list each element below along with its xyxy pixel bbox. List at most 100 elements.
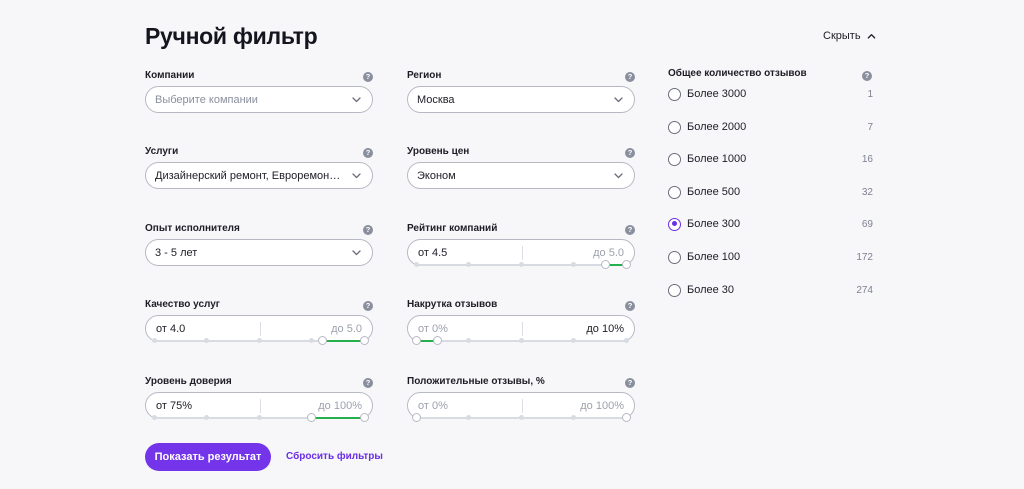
range-to-value[interactable]: до 5.0 [331,323,362,335]
option-count: 1 [867,88,873,100]
radio-button[interactable] [668,87,681,101]
chevron-up-icon [867,33,875,39]
help-icon[interactable]: ? [363,225,373,235]
option-count: 16 [861,153,873,165]
chevron-down-icon [352,173,361,179]
slider-tick [413,262,419,267]
help-icon[interactable]: ? [363,301,373,311]
slider-handle-max[interactable] [621,413,631,422]
range-divider [522,322,523,336]
hide-label: Скрыть [823,30,861,42]
range-divider [522,246,523,260]
company-rating-label: Рейтинг компаний [407,223,498,234]
option-count: 7 [867,121,873,133]
companies-select[interactable]: Выберите компании [145,86,373,113]
range-from-value[interactable]: от 75% [156,400,192,412]
review-count-option[interactable]: Более 30 274 [668,282,873,298]
reset-filters-link[interactable]: Сбросить фильтры [286,451,383,462]
range-slider-track[interactable] [413,260,631,269]
range-slider-track[interactable] [151,413,369,422]
review-count-option[interactable]: Более 1000 16 [668,151,873,167]
slider-tick [309,338,314,343]
service-quality-range: от 4.0 до 5.0 [145,315,373,345]
slider-tick [571,262,576,267]
help-icon[interactable]: ? [363,72,373,82]
slider-handle-min[interactable] [600,260,610,269]
range-to-value[interactable]: до 10% [586,323,624,335]
slider-tick [571,338,576,343]
chevron-down-icon [614,173,623,179]
slider-fill [311,417,364,419]
range-slider-track[interactable] [151,336,369,345]
review-count-option[interactable]: Более 500 32 [668,184,873,200]
slider-handle-max[interactable] [359,336,369,345]
range-to-value[interactable]: до 100% [318,400,362,412]
chevron-down-icon [614,97,623,103]
region-select[interactable]: Москва [407,86,635,113]
option-label: Более 2000 [687,121,747,133]
range-from-value[interactable]: от 4.5 [418,247,448,259]
option-count: 172 [856,251,873,263]
slider-handle-max[interactable] [621,260,631,269]
slider-tick [466,415,471,420]
slider-tick [571,415,576,420]
radio-button[interactable] [668,152,681,166]
help-icon[interactable]: ? [363,148,373,158]
range-to-value[interactable]: до 100% [580,400,624,412]
slider-tick [518,262,524,267]
radio-button[interactable] [668,250,681,264]
slider-handle-min[interactable] [307,413,316,422]
chevron-down-icon [352,250,361,256]
slider-handle-max[interactable] [432,336,442,345]
companies-placeholder: Выберите компании [155,93,258,106]
price-level-select[interactable]: Эконом [407,162,635,189]
help-icon[interactable]: ? [625,301,635,311]
region-value: Москва [417,93,455,106]
slider-fill [605,264,626,266]
help-icon[interactable]: ? [862,71,872,81]
review-count-option[interactable]: Более 2000 7 [668,119,873,135]
range-from-value[interactable]: от 0% [418,323,448,335]
range-slider-track[interactable] [411,336,629,345]
review-boost-label: Накрутка отзывов [407,299,498,310]
companies-label: Компании [145,70,195,81]
review-count-option[interactable]: Более 300 69 [668,216,873,232]
hide-filters-toggle[interactable]: Скрыть [823,30,876,42]
review-count-option[interactable]: Более 3000 1 [668,86,873,102]
show-results-button[interactable]: Показать результат [145,443,271,471]
review-count-option[interactable]: Более 100 172 [668,249,873,265]
slider-tick [466,262,471,267]
slider-tick [256,338,262,343]
range-divider [522,399,523,413]
services-select[interactable]: Дизайнерский ремонт, Евроремонт, Капитал… [145,162,373,189]
help-icon[interactable]: ? [625,72,635,82]
option-label: Более 500 [687,186,741,198]
slider-handle-max[interactable] [359,413,369,422]
slider-handle-min[interactable] [411,413,421,422]
slider-tick [256,415,262,420]
help-icon[interactable]: ? [363,378,373,388]
option-count: 69 [861,218,873,230]
slider-handle-min[interactable] [411,336,421,345]
radio-button[interactable] [668,217,681,231]
slider-tick [151,415,157,420]
help-icon[interactable]: ? [625,225,635,235]
radio-button[interactable] [668,120,681,134]
review-count-label: Общее количество отзывов [668,68,807,79]
help-icon[interactable]: ? [625,148,635,158]
range-divider [260,322,261,336]
range-slider-track[interactable] [411,413,631,422]
slider-handle-min[interactable] [317,336,327,345]
trust-level-range: от 75% до 100% [145,392,373,422]
range-from-value[interactable]: от 0% [418,400,448,412]
option-label: Более 300 [687,218,741,230]
range-to-value[interactable]: до 5.0 [593,247,624,259]
radio-button[interactable] [668,283,681,297]
experience-select[interactable]: 3 - 5 лет [145,239,373,266]
radio-button[interactable] [668,185,681,199]
review-boost-range: от 0% до 10% [407,315,635,345]
slider-fill [322,340,364,342]
range-from-value[interactable]: от 4.0 [156,323,186,335]
help-icon[interactable]: ? [625,378,635,388]
positive-reviews-range: от 0% до 100% [407,392,635,422]
